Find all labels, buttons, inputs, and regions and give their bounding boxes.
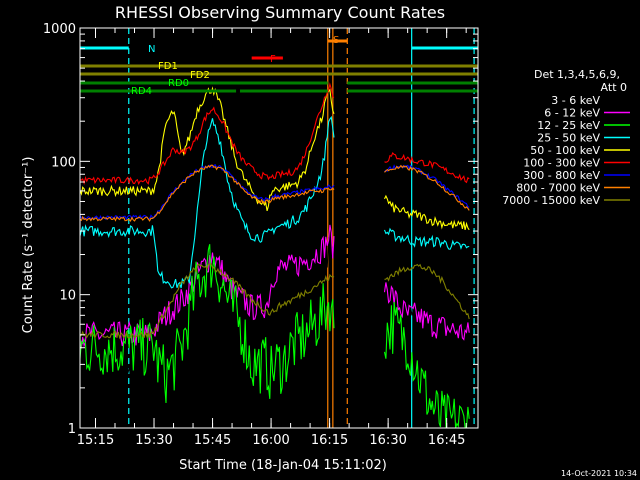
y-tick-label: 10	[59, 289, 76, 304]
legend-label: 800 - 7000 keV	[516, 182, 600, 195]
legend-label: 12 - 25 keV	[537, 119, 600, 132]
legend-header: Att 0	[601, 81, 627, 94]
series-line	[384, 164, 470, 211]
plot-frame	[79, 27, 479, 429]
y-tick-label: 1000	[43, 22, 76, 37]
series-line	[383, 290, 470, 379]
x-tick-label: 16:30	[369, 433, 406, 448]
series-line	[384, 194, 470, 231]
flag-label: RD0	[168, 78, 189, 89]
x-tick-label: 15:30	[135, 433, 172, 448]
legend-label: 6 - 12 keV	[544, 107, 600, 120]
generated-date: 14-Oct-2021 10:34	[561, 469, 637, 478]
vertical-markers	[128, 28, 475, 428]
x-tick-label: 16:45	[428, 433, 465, 448]
x-tick-label: 16:00	[252, 433, 289, 448]
flag-label: RD4	[131, 86, 152, 97]
y-tick-label: 100	[51, 155, 76, 170]
y-axis-label: Count Rate (s⁻¹ detector⁻¹)	[21, 157, 36, 334]
y-tick-label: 1	[68, 422, 76, 437]
legend-header: Det 1,3,4,5,6,9,	[534, 68, 620, 81]
legend-label: 50 - 100 keV	[530, 144, 600, 157]
series-line	[383, 227, 470, 250]
flag-label: FD1	[158, 61, 178, 72]
x-tick-label: 15:15	[77, 433, 114, 448]
legend-label: 25 - 50 keV	[537, 132, 600, 145]
series-line	[383, 302, 470, 429]
legend-label: 300 - 800 keV	[523, 169, 600, 182]
chart-title: RHESSI Observing Summary Count Rates	[115, 3, 445, 22]
x-tick-label: 16:15	[311, 433, 348, 448]
flag-label: S	[333, 35, 339, 46]
flag-label: F	[270, 54, 276, 65]
series-line	[384, 263, 470, 320]
series-line	[384, 152, 470, 184]
legend-label: 100 - 300 keV	[523, 157, 600, 170]
x-axis-label: Start Time (18-Jan-04 15:11:02)	[179, 458, 387, 473]
flag-label: FD2	[190, 70, 210, 81]
flag-label: N	[148, 44, 155, 55]
series-line	[384, 164, 470, 208]
series-lines	[79, 82, 470, 429]
legend-label: 7000 - 15000 keV	[502, 194, 600, 207]
x-tick-label: 15:45	[194, 433, 231, 448]
series-line	[79, 82, 335, 186]
series-line	[79, 164, 335, 222]
series-line	[383, 282, 470, 341]
series-line	[79, 115, 335, 289]
series-line	[79, 263, 335, 340]
series-line	[79, 244, 335, 404]
axes: 1 10 100 1000 15:15 15:30 15:45 16:00 16:15 16:30…	[43, 22, 479, 448]
legend-label: 3 - 6 keV	[551, 94, 600, 107]
